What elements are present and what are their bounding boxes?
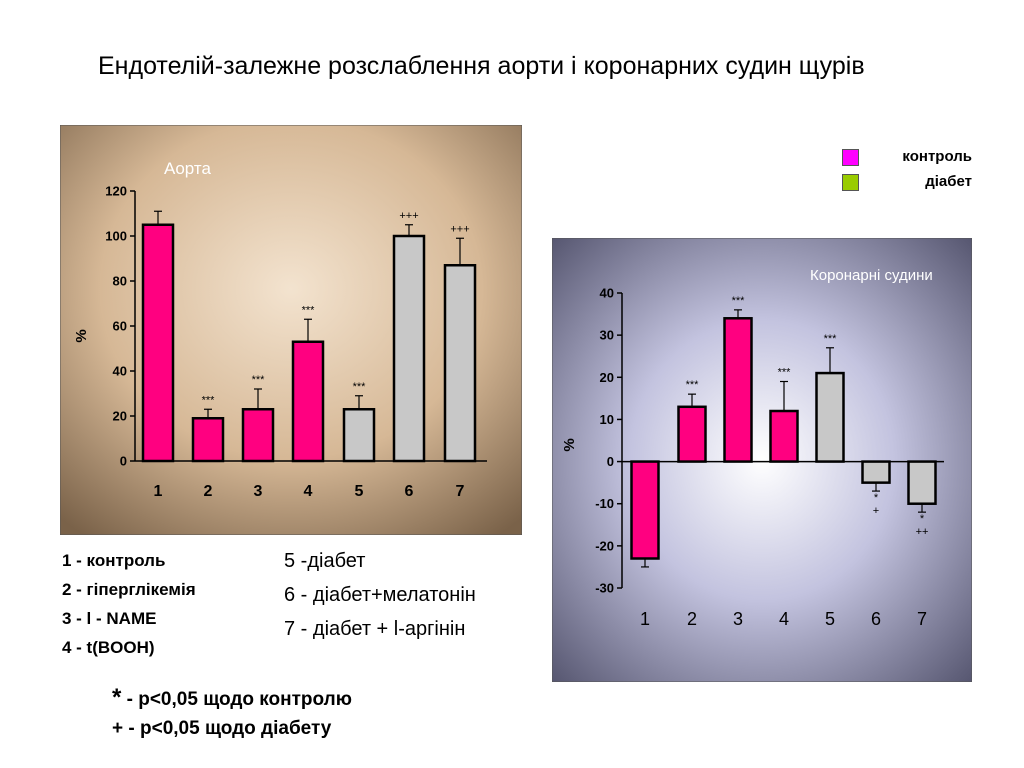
aorta-x-tick-label: 1 bbox=[154, 483, 163, 500]
coronary-y-tick-label: 40 bbox=[600, 286, 614, 301]
coronary-title: Коронарні судини bbox=[810, 267, 933, 284]
coronary-y-tick-label: -30 bbox=[595, 581, 614, 596]
coronary-significance-label: *** bbox=[824, 333, 838, 345]
legend-item-diabetes: діабет bbox=[842, 173, 972, 198]
coronary-y-tick-label: -10 bbox=[595, 496, 614, 511]
coronary-significance-label: *** bbox=[778, 367, 792, 379]
aorta-y-tick-label: 80 bbox=[113, 274, 127, 289]
aorta-bar bbox=[241, 408, 275, 463]
coronary-x-tick-label: 3 bbox=[733, 609, 743, 629]
coronary-chart-background bbox=[552, 238, 972, 682]
coronary-y-tick-label: 30 bbox=[600, 328, 614, 343]
aorta-bar bbox=[191, 417, 225, 463]
aorta-bar bbox=[141, 223, 175, 463]
note-significance-diabetes: + - p<0,05 щодо діабету bbox=[112, 718, 331, 740]
aorta-x-tick-label: 7 bbox=[456, 483, 465, 500]
coronary-significance-label: ++ bbox=[916, 526, 929, 538]
coronary-bar bbox=[861, 460, 891, 484]
group-item-4: 4 - t(BOOH) bbox=[62, 638, 155, 657]
coronary-significance-label: *** bbox=[686, 379, 700, 391]
group-item-5: 5 -діабет bbox=[284, 550, 366, 572]
aorta-bar bbox=[291, 340, 325, 463]
coronary-bar bbox=[630, 460, 660, 560]
aorta-bar bbox=[392, 234, 426, 463]
note-text-control: - p<0,05 щодо контролю bbox=[121, 689, 352, 710]
legend-swatch-control bbox=[842, 149, 859, 166]
coronary-x-tick-label: 2 bbox=[687, 609, 697, 629]
group-item-6: 6 - діабет+мелатонін bbox=[284, 584, 476, 606]
coronary-bar bbox=[815, 371, 845, 463]
aorta-y-tick-label: 0 bbox=[120, 454, 127, 469]
aorta-bar bbox=[443, 264, 477, 463]
aorta-significance-label: *** bbox=[252, 374, 266, 386]
coronary-y-tick-label: -20 bbox=[595, 538, 614, 553]
group-list-left: 1 - контроль 2 - гіперглікемія 3 - l - N… bbox=[62, 546, 196, 662]
coronary-bar bbox=[677, 405, 707, 463]
note-text-diabetes: - p<0,05 щодо діабету bbox=[123, 718, 332, 739]
coronary-y-label: % bbox=[561, 438, 578, 451]
legend-label-control: контроль bbox=[902, 148, 972, 165]
note-symbol-plus: + bbox=[112, 718, 124, 739]
coronary-x-tick-label: 7 bbox=[917, 609, 927, 629]
coronary-y-tick-label: 10 bbox=[600, 412, 614, 427]
aorta-chart: Аорта 0 20 40 60 80 100 120% 1 2 *** 3 *** 4 *** 5 *** 6 +… bbox=[60, 125, 522, 535]
coronary-bar bbox=[769, 409, 799, 463]
coronary-y-tick-label: 20 bbox=[600, 370, 614, 385]
coronary-x-tick-label: 4 bbox=[779, 609, 789, 629]
aorta-y-tick-label: 40 bbox=[113, 364, 127, 379]
aorta-x-tick-label: 5 bbox=[355, 483, 364, 500]
aorta-significance-label: *** bbox=[202, 394, 216, 406]
coronary-significance-label: * bbox=[874, 492, 879, 504]
coronary-significance-label: *** bbox=[732, 295, 746, 307]
legend-swatch-diabetes bbox=[842, 174, 859, 191]
aorta-bar bbox=[342, 408, 376, 463]
aorta-y-label: % bbox=[73, 329, 90, 342]
coronary-bar bbox=[907, 460, 937, 505]
coronary-x-tick-label: 1 bbox=[640, 609, 650, 629]
coronary-significance-label: * bbox=[920, 513, 925, 525]
aorta-significance-label: *** bbox=[302, 304, 316, 316]
note-significance-control: * - p<0,05 щодо контролю bbox=[112, 684, 352, 712]
aorta-y-tick-label: 100 bbox=[105, 229, 127, 244]
legend: контроль діабет bbox=[842, 148, 972, 198]
aorta-y-tick-label: 120 bbox=[105, 184, 127, 199]
coronary-significance-label: + bbox=[873, 505, 879, 517]
note-symbol-star: * bbox=[112, 684, 122, 711]
group-item-7: 7 - діабет + l-аргінін bbox=[284, 618, 466, 640]
group-item-2: 2 - гіперглікемія bbox=[62, 580, 196, 599]
group-list-right: 5 -діабет 6 - діабет+мелатонін 7 - діабе… bbox=[284, 544, 476, 646]
coronary-chart-panel: Коронарні судини 40 30 20 10 0 -10 -20 -30% 1 2 ***… bbox=[552, 238, 972, 682]
group-item-3: 3 - l - NAME bbox=[62, 609, 157, 628]
slide-title-text: Ендотелій-залежне розслаблення аорти і к… bbox=[98, 52, 865, 80]
group-item-1: 1 - контроль bbox=[62, 551, 166, 570]
legend-label-diabetes: діабет bbox=[925, 173, 972, 190]
coronary-x-tick-label: 5 bbox=[825, 609, 835, 629]
legend-item-control: контроль bbox=[842, 148, 972, 173]
aorta-x-tick-label: 2 bbox=[204, 483, 213, 500]
aorta-significance-label: +++ bbox=[450, 223, 469, 235]
aorta-significance-label: *** bbox=[353, 381, 367, 393]
coronary-y-tick-label: 0 bbox=[607, 454, 614, 469]
coronary-bar bbox=[723, 317, 753, 463]
aorta-y-tick-label: 20 bbox=[113, 409, 127, 424]
aorta-chart-panel: Аорта 0 20 40 60 80 100 120% 1 2 *** 3 *** 4 *** 5 *** 6 +… bbox=[60, 125, 522, 535]
aorta-significance-label: +++ bbox=[399, 210, 418, 222]
aorta-x-tick-label: 3 bbox=[254, 483, 263, 500]
aorta-x-tick-label: 4 bbox=[304, 483, 313, 500]
coronary-x-tick-label: 6 bbox=[871, 609, 881, 629]
aorta-title: Аорта bbox=[164, 159, 211, 178]
aorta-x-tick-label: 6 bbox=[405, 483, 414, 500]
aorta-y-tick-label: 60 bbox=[113, 319, 127, 334]
